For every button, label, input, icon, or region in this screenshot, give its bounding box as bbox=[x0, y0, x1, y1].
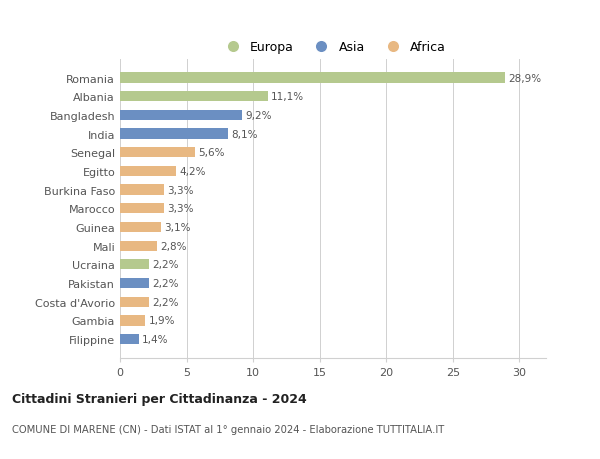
Bar bbox=[120, 241, 157, 251]
Bar bbox=[120, 297, 149, 307]
Text: 2,2%: 2,2% bbox=[152, 260, 179, 270]
Bar bbox=[120, 92, 268, 102]
Bar bbox=[120, 73, 505, 84]
Bar bbox=[120, 204, 164, 214]
Bar bbox=[120, 185, 164, 196]
Bar bbox=[120, 129, 228, 140]
Text: 28,9%: 28,9% bbox=[508, 73, 541, 84]
Text: 3,3%: 3,3% bbox=[167, 185, 194, 195]
Bar bbox=[120, 222, 161, 233]
Bar bbox=[120, 260, 149, 270]
Bar bbox=[120, 334, 139, 344]
Text: 2,2%: 2,2% bbox=[152, 297, 179, 307]
Bar bbox=[120, 278, 149, 289]
Text: 3,3%: 3,3% bbox=[167, 204, 194, 214]
Bar bbox=[120, 316, 145, 326]
Text: 3,1%: 3,1% bbox=[164, 223, 191, 232]
Text: 8,1%: 8,1% bbox=[231, 129, 257, 139]
Text: COMUNE DI MARENE (CN) - Dati ISTAT al 1° gennaio 2024 - Elaborazione TUTTITALIA.: COMUNE DI MARENE (CN) - Dati ISTAT al 1°… bbox=[12, 425, 444, 435]
Text: 2,2%: 2,2% bbox=[152, 279, 179, 288]
Text: 9,2%: 9,2% bbox=[246, 111, 272, 121]
Text: 5,6%: 5,6% bbox=[198, 148, 224, 158]
Text: Cittadini Stranieri per Cittadinanza - 2024: Cittadini Stranieri per Cittadinanza - 2… bbox=[12, 392, 307, 405]
Bar bbox=[120, 167, 176, 177]
Bar bbox=[120, 111, 242, 121]
Text: 2,8%: 2,8% bbox=[161, 241, 187, 251]
Text: 11,1%: 11,1% bbox=[271, 92, 304, 102]
Bar bbox=[120, 148, 194, 158]
Text: 4,2%: 4,2% bbox=[179, 167, 206, 177]
Text: 1,4%: 1,4% bbox=[142, 334, 169, 344]
Text: 1,9%: 1,9% bbox=[149, 316, 175, 326]
Legend: Europa, Asia, Africa: Europa, Asia, Africa bbox=[215, 36, 451, 59]
